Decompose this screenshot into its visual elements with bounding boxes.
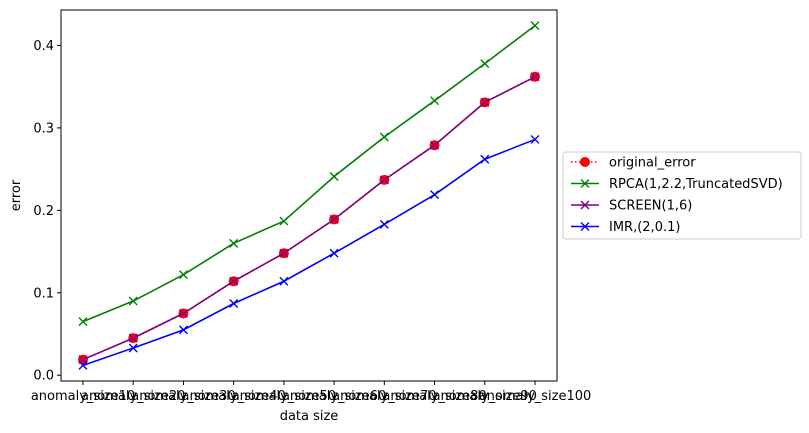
y-axis: 0.0 0.1 0.2 0.3 0.4 [33,39,61,384]
legend-label: IMR,(2,0.1) [609,220,680,235]
legend-entry: RPCA(1,2.2,TruncatedSVD) [571,177,783,192]
data-point [430,190,440,200]
data-point [78,360,88,370]
x-axis-label: data size [280,409,339,424]
series-line [82,25,536,323]
x-tick-label: anomaly_size70 [332,389,436,404]
data-point [480,154,490,164]
legend-entry: IMR,(2,0.1) [571,220,680,235]
plot-area [78,21,540,370]
data-point [480,97,490,107]
data-point [279,276,289,286]
legend-label: original_error [609,156,696,171]
x-tick-label: anomaly_size30 [131,389,235,404]
data-point [530,134,540,144]
x-tick-label: anomaly_size50 [232,389,336,404]
data-point [178,270,188,280]
series-line [82,76,536,361]
legend-label: SCREEN(1,6) [609,199,692,214]
series-line [82,138,536,367]
legend-marker [580,222,590,231]
y-axis-label: error [9,179,24,211]
legend-marker [580,157,590,167]
data-point [279,248,289,258]
series-2 [78,72,540,365]
data-point [329,172,339,182]
legend-marker [580,179,590,188]
data-point [229,299,239,308]
data-point [379,132,389,142]
x-tick-label: anomaly_size80 [382,389,486,404]
legend-box [562,151,802,240]
data-point [530,72,540,82]
x-tick-label: anomaly_size40 [181,389,285,404]
y-tick-label: 0.0 [33,369,54,384]
data-point [329,214,339,224]
y-tick-label: 0.2 [33,204,54,219]
series-1 [78,21,540,327]
data-point [128,343,138,353]
legend-marker [580,200,590,210]
data-point [379,175,389,185]
series-line [82,76,536,361]
legend: original_error RPCA(1,2.2,TruncatedSVD) SC… [562,151,802,240]
data-point [430,96,440,106]
y-tick-label: 0.3 [33,121,54,136]
data-point [430,140,440,150]
x-tick-label: anomaly_size60 [282,389,386,404]
y-tick-label: 0.1 [33,286,54,301]
data-point [480,59,490,69]
plot-frame [60,9,558,382]
data-point [128,296,138,306]
data-point [379,219,389,229]
x-tick-label: anomaly_size100 [479,389,592,404]
series-0 [78,71,540,365]
data-point [530,21,540,31]
x-tick-label: anomaly_size10 [31,389,135,404]
legend-entry: original_error [571,156,696,171]
data-point [279,216,289,226]
data-point [329,248,339,258]
x-axis: anomaly_size10anomaly_size20anomaly_size… [31,381,591,404]
data-point [229,276,239,286]
series-3 [78,134,540,370]
legend-label: RPCA(1,2.2,TruncatedSVD) [609,177,783,192]
data-point [229,238,239,248]
data-point [178,325,188,335]
data-point [178,308,188,318]
x-tick-label: anomaly_size90 [433,389,537,404]
data-point [128,333,138,343]
data-point [78,317,88,327]
x-tick-label: anomaly_size20 [81,389,185,404]
y-tick-label: 0.4 [33,39,54,54]
legend-entry: SCREEN(1,6) [571,199,692,214]
